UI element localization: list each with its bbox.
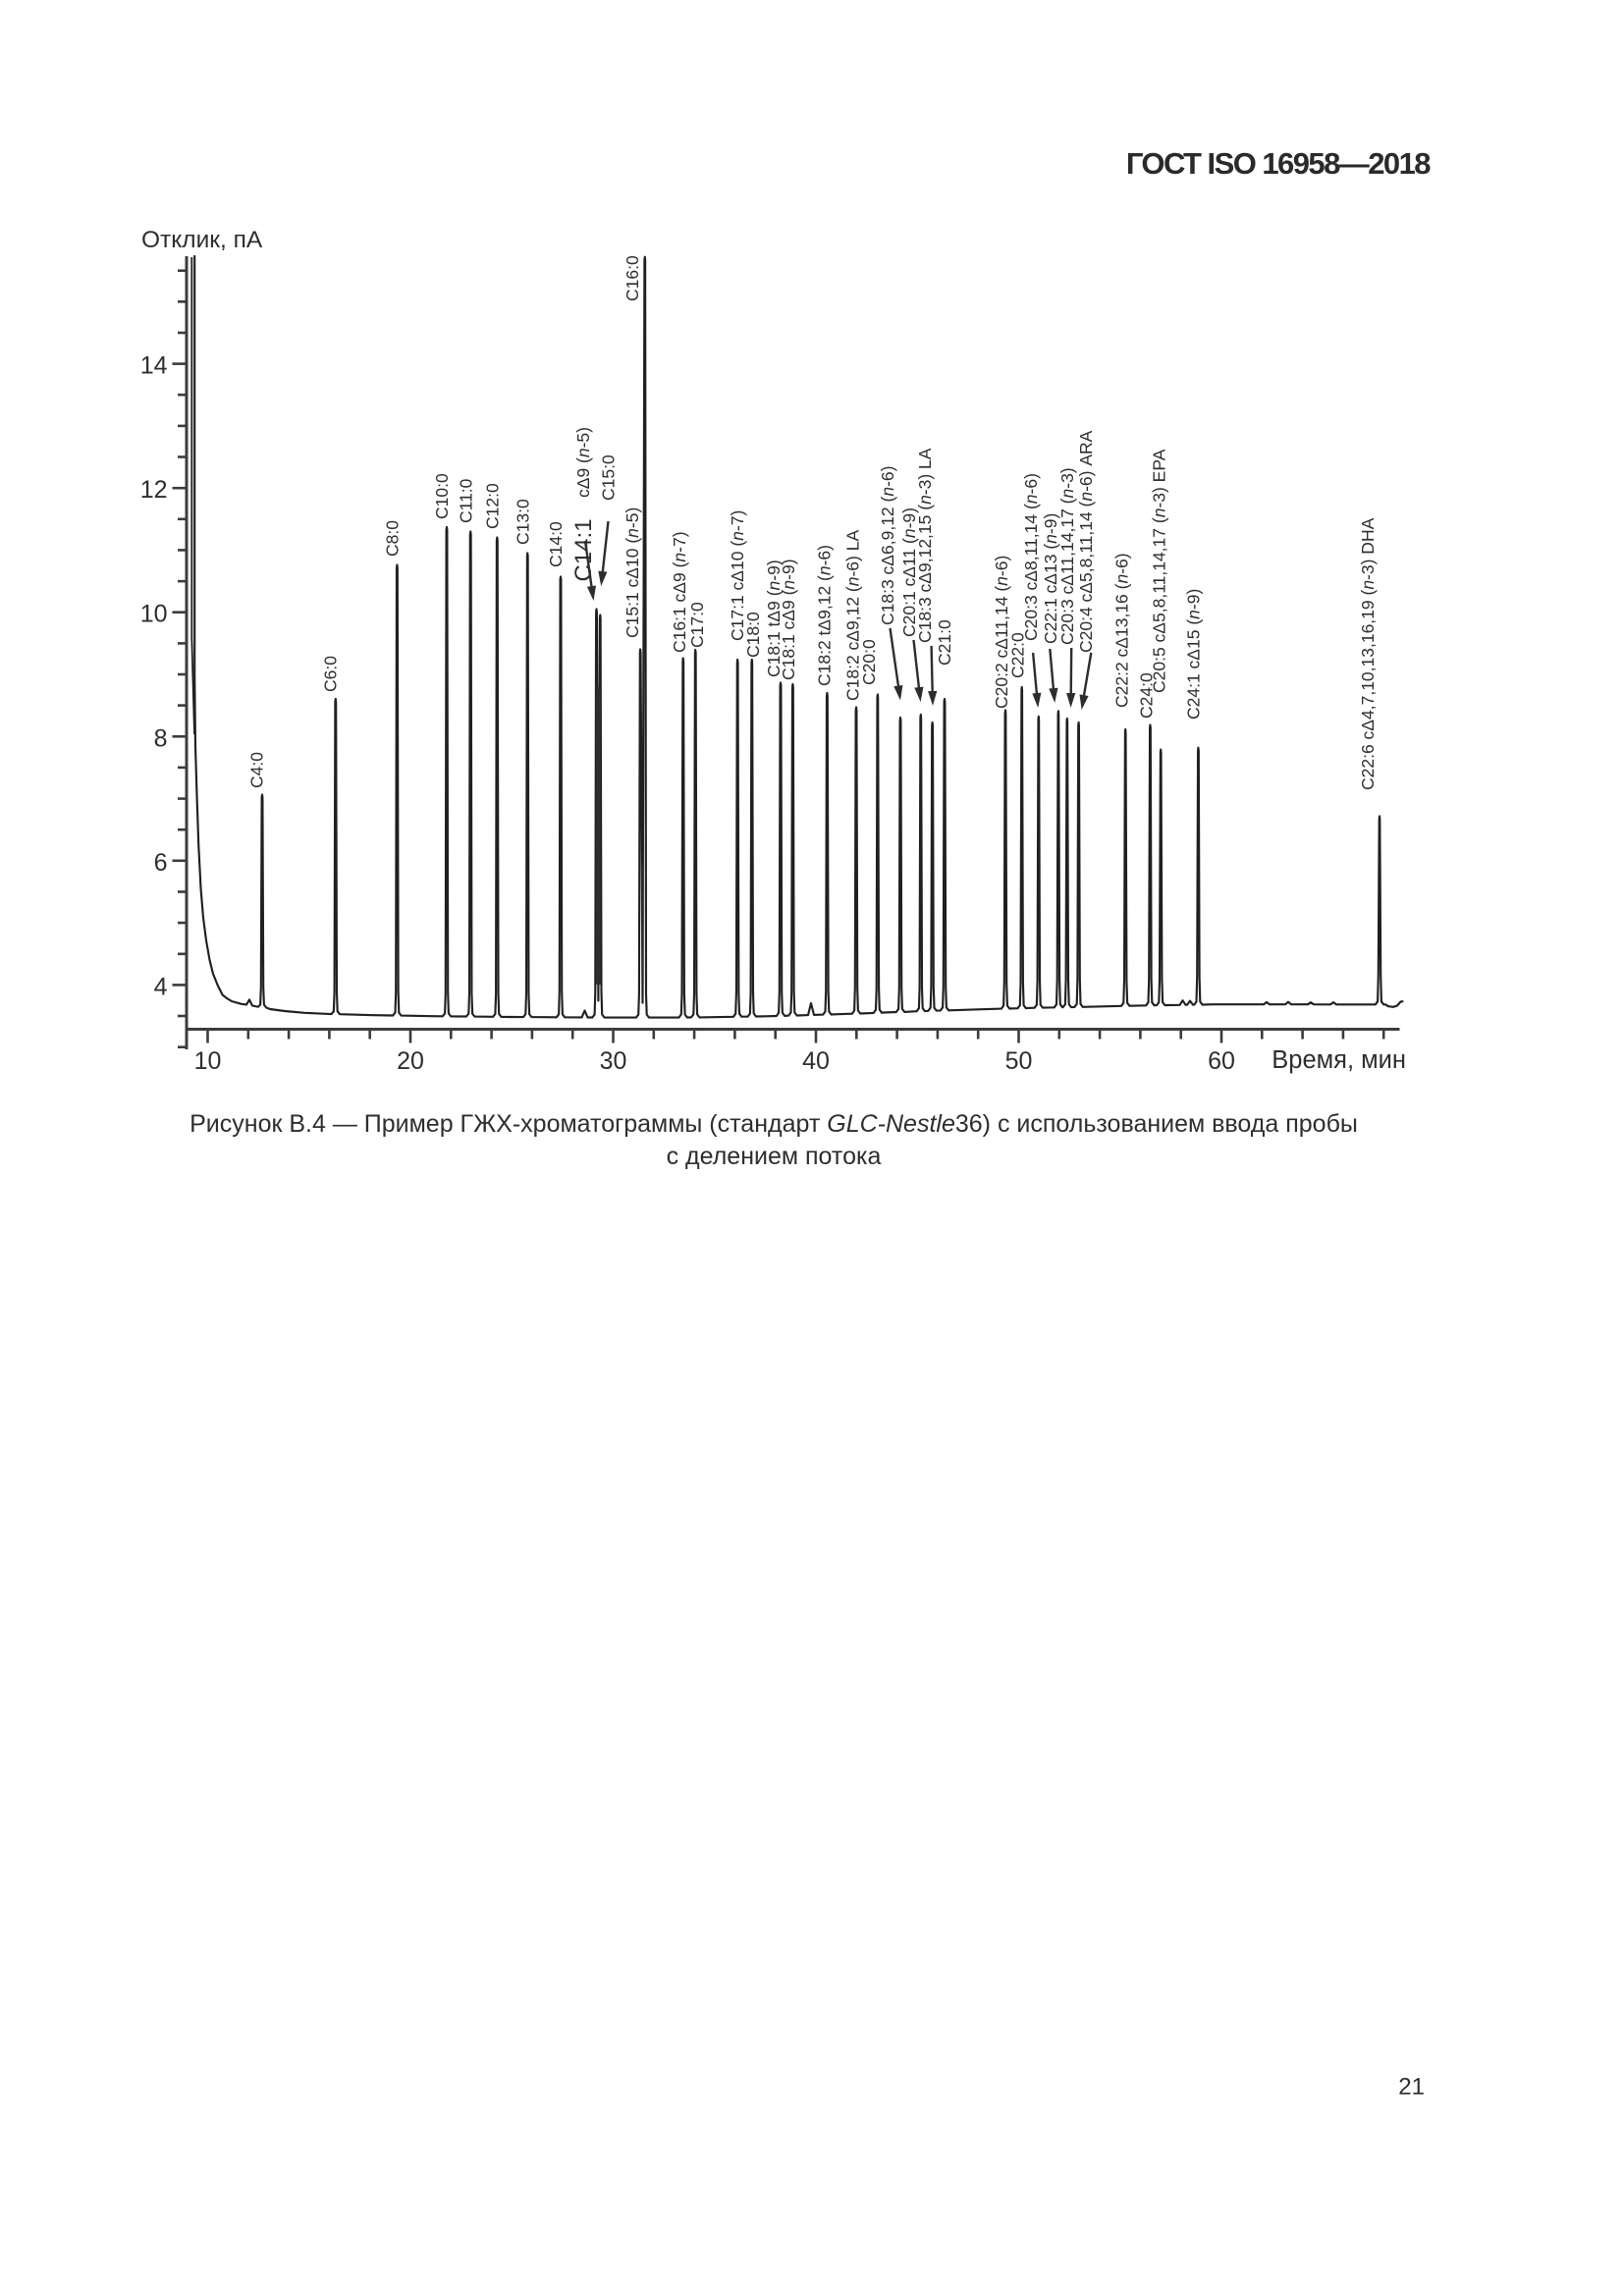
svg-text:C11:0: C11:0 (457, 478, 476, 523)
svg-text:C20:2 cΔ11,14 (n-6): C20:2 cΔ11,14 (n-6) (992, 556, 1011, 709)
svg-text:C10:0: C10:0 (432, 473, 452, 519)
svg-text:C20:1 cΔ11 (n-9): C20:1 cΔ11 (n-9) (899, 507, 919, 637)
svg-text:20: 20 (397, 1047, 424, 1075)
svg-text:12: 12 (140, 476, 168, 504)
svg-text:Отклик, пА: Отклик, пА (141, 227, 263, 253)
svg-text:C16:0: C16:0 (623, 255, 642, 301)
svg-text:Время, мин: Время, мин (1272, 1046, 1406, 1074)
svg-text:6: 6 (154, 849, 168, 877)
svg-text:C20:4 cΔ5,8,11,14 (n-6) ARA: C20:4 cΔ5,8,11,14 (n-6) ARA (1076, 430, 1096, 653)
svg-text:C22:0: C22:0 (1008, 632, 1028, 678)
svg-text:C6:0: C6:0 (321, 656, 341, 692)
svg-text:14: 14 (140, 352, 168, 380)
svg-text:C16:1 cΔ9 (n-7): C16:1 cΔ9 (n-7) (670, 531, 689, 653)
svg-text:C15:1 cΔ10 (n-5): C15:1 cΔ10 (n-5) (623, 507, 642, 638)
svg-text:40: 40 (802, 1047, 830, 1075)
svg-text:C14:0: C14:0 (546, 521, 566, 567)
svg-text:C24:0: C24:0 (1137, 672, 1157, 719)
svg-text:C15:0: C15:0 (599, 454, 619, 501)
svg-text:C14:1: C14:1 (570, 518, 597, 581)
svg-text:C18:3 cΔ9,12,15 (n-3) LA: C18:3 cΔ9,12,15 (n-3) LA (915, 448, 935, 643)
svg-text:C20:3 cΔ11,14,17 (n-3): C20:3 cΔ11,14,17 (n-3) (1057, 467, 1077, 645)
svg-text:C18:3 cΔ6,9,12 (n-6): C18:3 cΔ6,9,12 (n-6) (878, 466, 897, 625)
svg-text:10: 10 (140, 601, 168, 628)
svg-text:C12:0: C12:0 (483, 483, 503, 529)
svg-text:C20:3 cΔ8,11,14 (n-6): C20:3 cΔ8,11,14 (n-6) (1021, 473, 1041, 641)
svg-text:с делением потока: с делением потока (667, 1143, 882, 1170)
svg-text:C17:1 cΔ10 (n-7): C17:1 cΔ10 (n-7) (728, 510, 747, 641)
svg-text:60: 60 (1208, 1047, 1235, 1075)
svg-text:cΔ9 (n-5): cΔ9 (n-5) (573, 427, 593, 498)
svg-text:C18:1 tΔ9 (n-9): C18:1 tΔ9 (n-9) (764, 560, 784, 677)
svg-text:C4:0: C4:0 (247, 752, 267, 788)
svg-text:C8:0: C8:0 (383, 520, 403, 557)
svg-text:4: 4 (154, 973, 168, 1000)
svg-text:C18:1 cΔ9 (n-9): C18:1 cΔ9 (n-9) (779, 559, 798, 680)
svg-text:ГОСТ ISO 16958—2018: ГОСТ ISO 16958—2018 (1126, 146, 1431, 181)
svg-text:C17:0: C17:0 (687, 602, 707, 648)
svg-text:C22:2 cΔ13,16 (n-6): C22:2 cΔ13,16 (n-6) (1112, 553, 1132, 708)
svg-text:C20:0: C20:0 (859, 639, 879, 685)
svg-text:C21:0: C21:0 (935, 619, 954, 666)
svg-text:C18:2 tΔ9,12 (n-6): C18:2 tΔ9,12 (n-6) (815, 545, 835, 686)
svg-text:C22:6 cΔ4,7,10,13,16,19 (n-3): C22:6 cΔ4,7,10,13,16,19 (n-3) DHA (1358, 517, 1378, 790)
svg-text:C18:0: C18:0 (743, 612, 763, 658)
svg-text:C13:0: C13:0 (514, 499, 533, 545)
svg-text:C22:1 cΔ13 (n-9): C22:1 cΔ13 (n-9) (1041, 513, 1060, 644)
svg-text:21: 21 (1398, 2074, 1425, 2101)
svg-text:C24:1 cΔ15 (n-9): C24:1 cΔ15 (n-9) (1184, 589, 1204, 720)
svg-text:C20:5 cΔ5,8,11,14,17 (n-3) EPA: C20:5 cΔ5,8,11,14,17 (n-3) EPA (1150, 449, 1169, 693)
svg-text:C18:2 cΔ9,12 (n-6) LA: C18:2 cΔ9,12 (n-6) LA (843, 530, 863, 701)
svg-text:Рисунок В.4 — Пример ГЖХ-хрома: Рисунок В.4 — Пример ГЖХ-хроматограммы (… (189, 1110, 1358, 1138)
svg-text:50: 50 (1005, 1047, 1033, 1075)
svg-text:30: 30 (600, 1047, 627, 1075)
svg-text:10: 10 (194, 1047, 222, 1075)
svg-text:8: 8 (154, 724, 168, 752)
